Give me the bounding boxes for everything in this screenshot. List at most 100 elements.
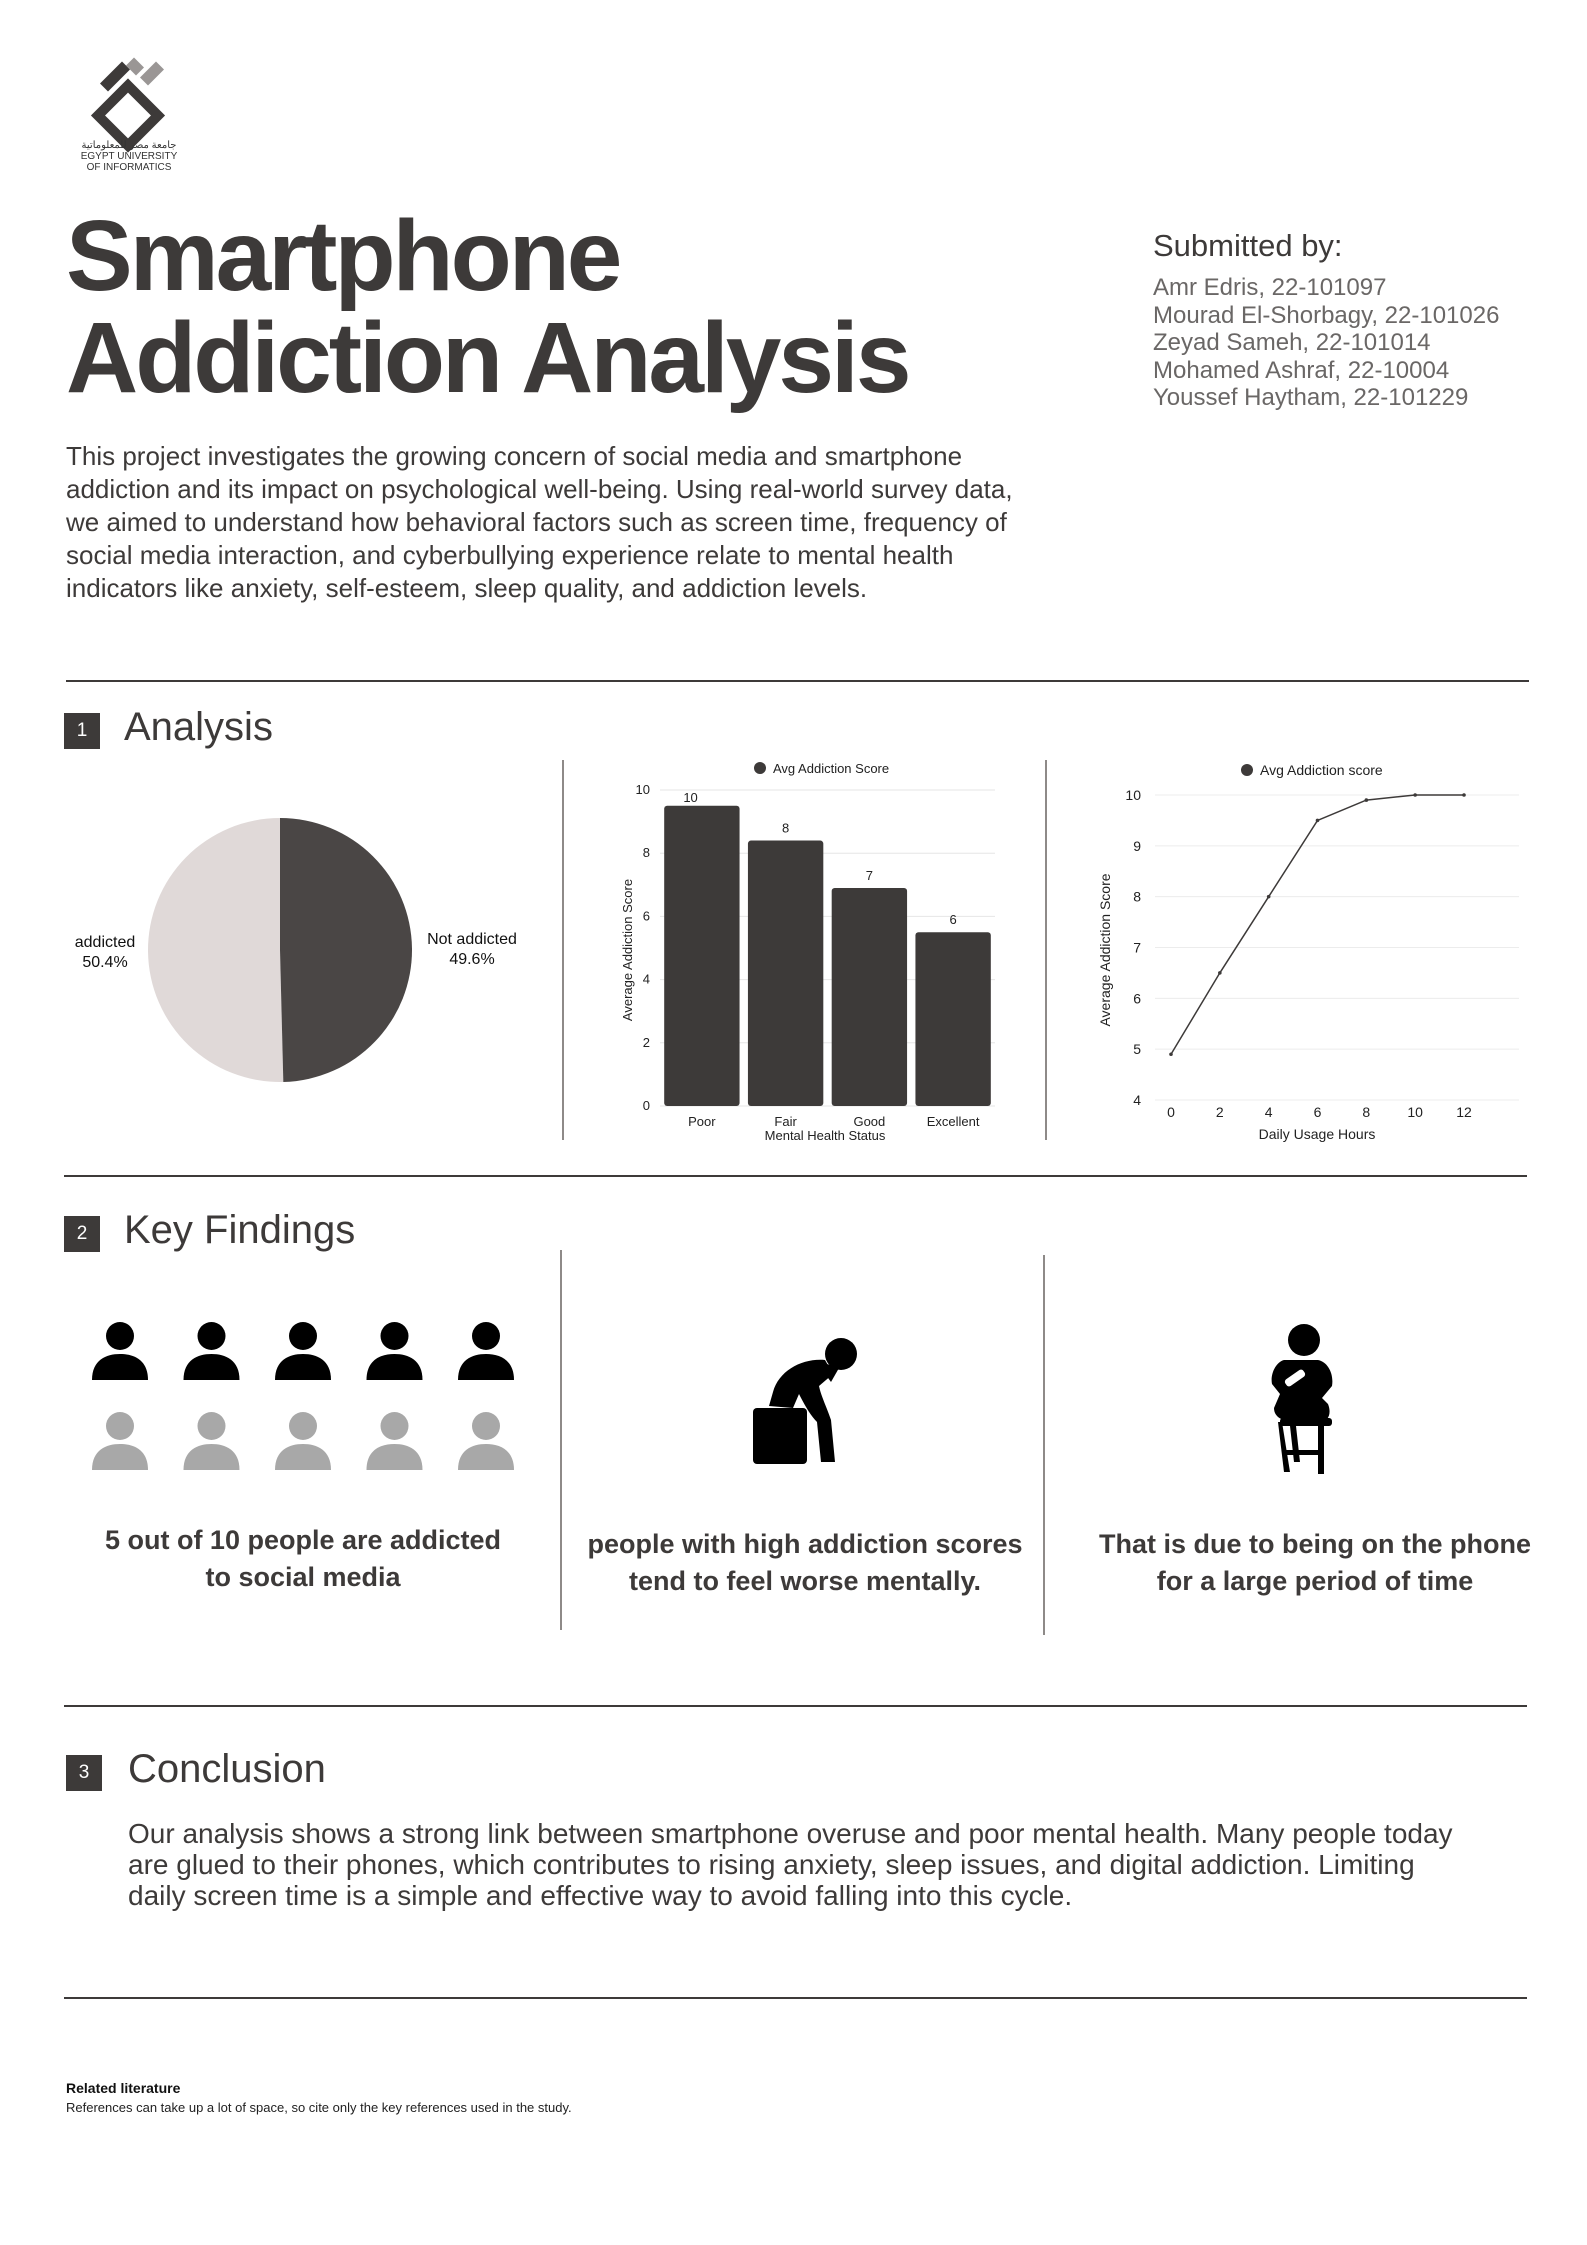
pie-percent-addicted: 50.4% — [82, 954, 127, 971]
university-logo — [90, 57, 166, 153]
bar-data-label: 7 — [866, 868, 873, 883]
related-literature-body: References can take up a lot of space, s… — [66, 2100, 572, 2115]
line-chart: Avg Addiction score 4 5 6 7 8 9 10 0 2 4 6 8 10 12 Da… — [1097, 762, 1519, 1142]
bar-y-axis-label: Average Addiction Score — [620, 879, 635, 1021]
bar-data-label: 6 — [950, 912, 957, 927]
divider — [64, 1705, 1527, 1707]
finding-text: That is due to being on the phone for a … — [1080, 1526, 1550, 1600]
finding-text: people with high addiction scores tend t… — [570, 1526, 1040, 1600]
bar-x-tick-label: Poor — [688, 1114, 716, 1129]
section-title-conclusion: Conclusion — [128, 1747, 326, 1791]
section-number-badge: 2 — [64, 1216, 100, 1252]
bar-x-tick-label: Excellent — [927, 1114, 980, 1129]
line-y-tick-label: 7 — [1133, 940, 1141, 956]
page-title: Smartphone Addiction Analysis — [66, 200, 911, 414]
team-member: Mourad El-Shorbagy, 22-101026 — [1153, 301, 1500, 329]
submitted-by-heading: Submitted by: — [1153, 228, 1343, 263]
divider — [66, 680, 1529, 682]
line-x-tick-label: 4 — [1265, 1104, 1273, 1120]
person-icon-not-addicted — [366, 1412, 423, 1470]
bar-poor — [664, 805, 740, 1106]
bar-x-axis-label: Mental Health Status — [765, 1128, 886, 1143]
section-title-key-findings: Key Findings — [124, 1208, 356, 1252]
bar-y-tick-label: 8 — [643, 845, 650, 860]
bar-y-tick-label: 0 — [643, 1098, 650, 1113]
pie-slice-not-addicted — [280, 818, 413, 1082]
team-member: Youssef Haytham, 22-101229 — [1153, 384, 1469, 411]
person-icon-addicted — [92, 1322, 148, 1380]
finding-text: 5 out of 10 people are addicted to socia… — [68, 1522, 538, 1596]
column-divider — [562, 760, 564, 1140]
person-icon-not-addicted — [458, 1412, 514, 1470]
bar-x-tick-label: Fair — [774, 1114, 797, 1129]
person-icon-not-addicted — [92, 1412, 148, 1470]
line-legend: Avg Addiction score — [1260, 762, 1383, 778]
column-divider — [560, 1250, 562, 1630]
column-divider — [1045, 760, 1047, 1140]
bar-y-tick-label: 10 — [636, 782, 650, 797]
line-y-tick-label: 5 — [1133, 1041, 1141, 1057]
legend-marker — [1241, 764, 1253, 776]
pie-chart: addicted 50.4% Not addicted 49.6% — [75, 818, 517, 1082]
logo-line-2: OF INFORMATICS — [86, 162, 172, 173]
line-x-tick-label: 6 — [1314, 1104, 1322, 1120]
bar-x-tick-label: Good — [853, 1114, 885, 1129]
line-x-tick-label: 8 — [1362, 1104, 1370, 1120]
person-icon-addicted — [183, 1322, 240, 1380]
column-divider — [1043, 1255, 1045, 1635]
bar-fair — [747, 840, 824, 1106]
line-point — [1169, 1052, 1173, 1057]
pie-label-not-addicted: Not addicted — [427, 931, 517, 948]
finding-line: people with high addiction scores — [587, 1529, 1023, 1559]
finding-line: tend to feel worse mentally. — [628, 1566, 982, 1596]
logo-line-1: EGYPT UNIVERSITY — [80, 151, 178, 162]
bar-data-label: 10 — [683, 790, 697, 805]
finding-line: That is due to being on the phone — [1099, 1529, 1531, 1559]
bar-good — [831, 887, 908, 1106]
line-series-avg-addiction-score — [1170, 794, 1464, 1055]
person-icon-not-addicted — [183, 1412, 240, 1470]
person-icon-not-addicted — [275, 1412, 331, 1470]
team-member: Amr Edris, 22-101097 — [1153, 274, 1387, 301]
person-icon-addicted — [366, 1322, 423, 1380]
line-y-tick-label: 8 — [1133, 889, 1141, 905]
related-literature-title: Related literature — [66, 2080, 181, 2096]
bar-chart: Avg Addiction Score 0 2 4 6 8 10 10 Poor 8 Fair 7 G… — [620, 761, 995, 1143]
bar-y-tick-label: 6 — [643, 908, 650, 923]
pie-slice-addicted — [148, 818, 284, 1082]
title-line-2: Addiction Analysis — [66, 302, 911, 414]
line-x-tick-label: 10 — [1407, 1104, 1423, 1120]
line-y-tick-label: 9 — [1133, 838, 1141, 854]
person-icon-addicted — [458, 1322, 514, 1380]
pie-label-addicted: addicted — [75, 934, 136, 951]
people-grid-icon — [92, 1322, 514, 1470]
line-point — [1218, 971, 1222, 975]
bar-legend: Avg Addiction Score — [773, 761, 889, 776]
legend-marker — [754, 762, 766, 774]
section-title-analysis: Analysis — [124, 705, 273, 749]
line-point — [1364, 798, 1369, 802]
submitted-by-block: Submitted by: Amr Edris, 22-101097 Moura… — [1153, 228, 1499, 412]
line-point — [1462, 793, 1466, 797]
line-y-tick-label: 6 — [1133, 990, 1141, 1006]
finding-line: for a large period of time — [1156, 1566, 1474, 1596]
conclusion-paragraph: Our analysis shows a strong link between… — [128, 1818, 1453, 1911]
team-member: Mohamed Ashraf, 22-10004 — [1153, 356, 1450, 384]
logo-text: جامعة مصر للمعلوماتية EGYPT UNIVERSITY O… — [60, 140, 198, 173]
line-y-tick-label: 4 — [1133, 1092, 1141, 1108]
team-member: Zeyad Sameh, 22-101014 — [1153, 329, 1431, 356]
logo-arabic: جامعة مصر للمعلوماتية — [81, 140, 177, 151]
title-line-1: Smartphone — [66, 200, 622, 312]
line-x-axis-label: Daily Usage Hours — [1259, 1126, 1376, 1142]
line-y-tick-label: 10 — [1125, 787, 1141, 803]
line-x-tick-label: 12 — [1456, 1104, 1472, 1120]
person-on-phone-icon — [1271, 1324, 1333, 1474]
intro-paragraph: This project investigates the growing co… — [66, 441, 1013, 603]
finding-line: 5 out of 10 people are addicted — [104, 1525, 502, 1555]
finding-line: to social media — [205, 1562, 401, 1592]
line-point — [1413, 793, 1417, 797]
section-number-badge: 1 — [64, 713, 100, 749]
line-point — [1266, 894, 1271, 899]
line-x-tick-label: 0 — [1167, 1104, 1175, 1120]
pie-percent-not-addicted: 49.6% — [449, 951, 494, 968]
